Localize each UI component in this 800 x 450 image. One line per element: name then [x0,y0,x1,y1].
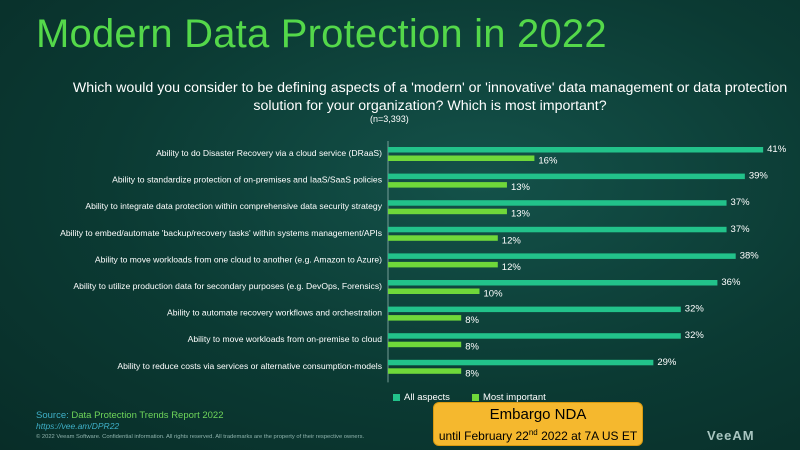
legend-item-all-aspects: All aspects [393,392,450,403]
value-label-most-important: 13% [511,182,531,193]
value-label-most-important: 12% [502,262,522,273]
value-label-all-aspects: 36% [721,277,741,288]
value-label-all-aspects: 37% [731,224,751,235]
bar-all-aspects [388,147,764,153]
copyright-notice: © 2022 Veeam Software. Confidential info… [36,434,365,440]
source-url[interactable]: https://vee.am/DPR22 [36,421,120,431]
embargo-date-sup: nd [528,428,538,437]
value-label-most-important: 12% [502,235,522,246]
category-label: Ability to automate recovery workflows a… [167,308,382,318]
category-label: Ability to reduce costs via services or … [117,361,382,371]
bar-most-important [388,182,507,188]
embargo-box: Embargo NDA until February 22nd 2022 at … [433,402,643,446]
legend-swatch-most-important [471,394,479,401]
bar-all-aspects [388,280,718,286]
bar-all-aspects [388,333,681,339]
bar-all-aspects [388,173,745,180]
category-label: Ability to utilize production data for s… [73,281,382,291]
embargo-date-post: 2022 at 7A US ET [537,429,638,443]
value-label-most-important: 16% [538,156,558,167]
category-label: Ability to move workloads from one cloud… [95,254,382,264]
bar-all-aspects [388,226,727,233]
value-label-all-aspects: 32% [685,304,705,315]
value-label-all-aspects: 37% [731,197,751,208]
embargo-date-pre: until February 22 [438,429,529,443]
value-label-all-aspects: 29% [657,357,677,368]
legend-label-all-aspects: All aspects [404,392,450,403]
embargo-date: until February 22nd 2022 at 7A US ET [434,424,642,445]
legend-swatch-all-aspects [393,394,400,401]
page-title: Modern Data Protection in 2022 [36,12,607,56]
category-label: Ability to do Disaster Recovery via a cl… [156,148,382,158]
bar-most-important [388,368,462,374]
bar-most-important [388,208,507,215]
bar-most-important [388,261,498,268]
bar-most-important [388,235,498,241]
category-label: Ability to standardize protection of on-… [112,175,382,185]
value-label-most-important: 10% [484,289,504,300]
value-label-most-important: 8% [465,368,479,379]
bar-all-aspects [388,359,654,366]
category-label: Ability to integrate data protection wit… [85,201,382,211]
legend-label-most-important: Most important [482,392,546,403]
category-label: Ability to embed/automate 'backup/recove… [60,228,382,238]
survey-question: Which would you consider to be defining … [72,80,788,114]
value-label-all-aspects: 32% [685,330,705,341]
value-label-all-aspects: 41% [767,144,787,155]
legend-item-most-important: Most important [471,392,546,403]
embargo-title: Embargo NDA [489,406,587,423]
source-title: Data Protection Trends Report 2022 [71,410,224,421]
bar-all-aspects [388,306,681,313]
bar-most-important [388,155,535,161]
value-label-all-aspects: 39% [749,171,769,182]
category-label: Ability to move workloads from on-premis… [188,334,383,344]
bar-most-important [388,288,480,294]
source-label: Source: [36,410,72,421]
veeam-logo: VeeAM [707,428,755,443]
value-label-most-important: 13% [511,209,531,220]
bar-all-aspects [388,200,727,206]
bar-all-aspects [388,253,736,259]
source-line: Source: Data Protection Trends Report 20… [36,410,223,421]
chart-legend: All aspects Most important [393,392,546,403]
sample-size: (n=3,393) [370,114,409,124]
bar-most-important [388,315,462,321]
value-label-all-aspects: 38% [740,250,760,261]
value-label-most-important: 8% [465,342,479,353]
bar-most-important [388,341,462,348]
value-label-most-important: 8% [465,315,479,326]
